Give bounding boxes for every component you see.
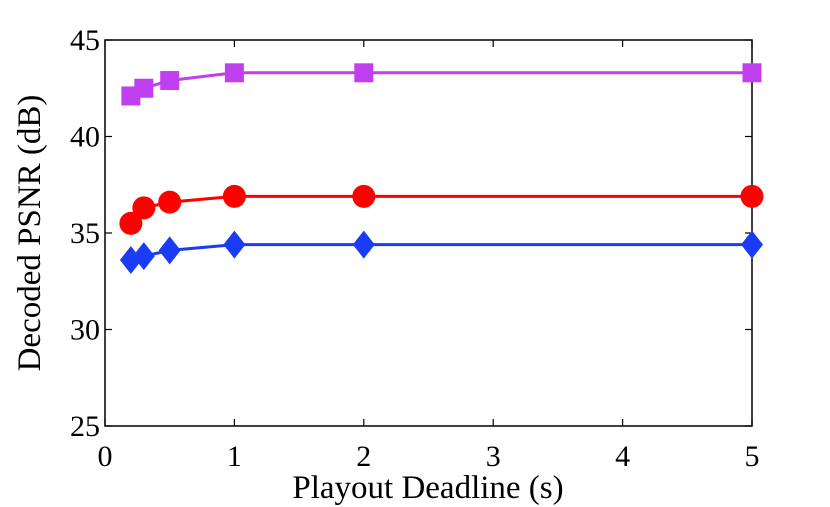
data-point-square — [354, 63, 374, 83]
x-tick-label: 5 — [745, 440, 760, 473]
data-point-diamond — [223, 230, 246, 259]
data-point-square — [224, 63, 244, 83]
x-tick-label: 3 — [486, 440, 501, 473]
data-point-circle — [158, 190, 182, 214]
series-layer — [119, 63, 764, 275]
data-point-diamond — [132, 242, 155, 271]
y-tick-label: 35 — [70, 217, 100, 250]
x-tick-label: 0 — [98, 440, 113, 473]
data-point-diamond — [158, 236, 181, 265]
y-tick-label: 40 — [70, 121, 100, 154]
data-point-diamond — [352, 230, 375, 259]
series-diamond — [119, 230, 763, 275]
data-point-diamond — [741, 230, 763, 259]
y-tick-label: 25 — [70, 410, 100, 443]
data-point-circle — [119, 211, 143, 235]
data-point-square — [160, 71, 180, 91]
series-square — [121, 63, 762, 106]
axis-ticks — [104, 39, 753, 427]
plot-area — [104, 39, 753, 427]
y-tick-label: 45 — [70, 24, 100, 57]
y-tick-label: 30 — [70, 314, 100, 347]
x-tick-label: 2 — [356, 440, 371, 473]
data-point-square — [134, 78, 154, 98]
series-circle — [119, 184, 764, 235]
data-point-circle — [352, 184, 376, 208]
data-point-circle — [222, 184, 246, 208]
data-point-square — [742, 63, 762, 83]
x-tick-label: 4 — [615, 440, 630, 473]
x-tick-label: 1 — [227, 440, 242, 473]
y-axis-label: Decoded PSNR (dB) — [12, 95, 48, 372]
data-point-circle — [740, 184, 764, 208]
data-point-circle — [132, 196, 156, 220]
x-axis-label: Playout Deadline (s) — [292, 470, 563, 506]
